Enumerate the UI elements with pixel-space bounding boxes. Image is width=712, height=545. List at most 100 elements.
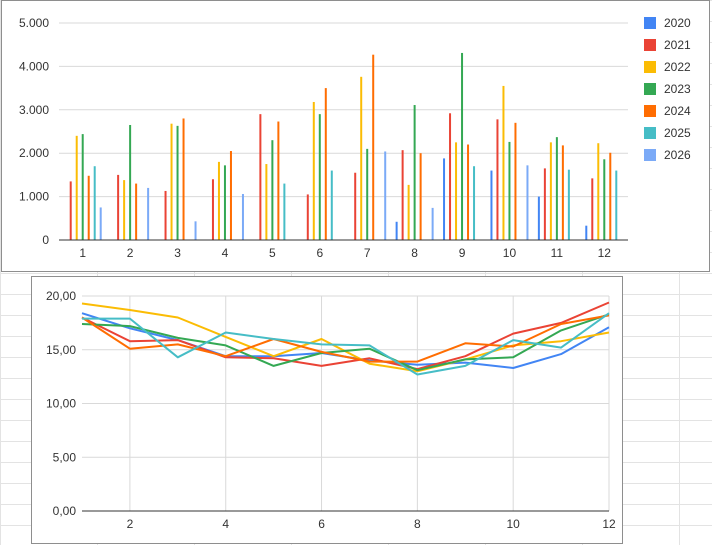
y-tick-label: 20,00 bbox=[46, 289, 76, 303]
bar bbox=[431, 207, 434, 240]
bar bbox=[591, 178, 594, 240]
bar bbox=[537, 196, 540, 240]
x-tick-label: 5 bbox=[269, 246, 276, 260]
bar bbox=[229, 151, 232, 240]
bar bbox=[194, 221, 197, 240]
bar bbox=[318, 114, 321, 240]
x-tick-label: 1 bbox=[79, 246, 86, 260]
bar-chart-panel: 0 1.000 2.000 3.000 4.000 5.000 1 2 3 4 5 6 7 8 9 10 11 1… bbox=[1, 0, 710, 272]
bar bbox=[164, 190, 167, 240]
y-tick-label: 5,00 bbox=[53, 450, 77, 464]
bar bbox=[176, 125, 179, 240]
series-line bbox=[81, 314, 610, 363]
legend-label: 2023 bbox=[664, 82, 691, 96]
x-tick-label: 10 bbox=[503, 246, 517, 260]
x-tick-label: 6 bbox=[318, 517, 325, 531]
x-tick-label: 2 bbox=[127, 517, 134, 531]
y-tick-label: 3.000 bbox=[19, 103, 49, 117]
bar bbox=[211, 179, 214, 240]
bar bbox=[123, 180, 126, 240]
bar bbox=[265, 164, 268, 240]
x-tick-label: 4 bbox=[222, 517, 229, 531]
legend-swatch bbox=[644, 17, 656, 29]
y-tick-label: 0,00 bbox=[53, 504, 77, 518]
legend-swatch bbox=[644, 83, 656, 95]
bar bbox=[615, 170, 618, 240]
bar bbox=[87, 175, 90, 240]
bar bbox=[93, 166, 96, 240]
x-tick-label: 7 bbox=[364, 246, 371, 260]
bar bbox=[549, 142, 552, 240]
bar bbox=[401, 150, 404, 240]
legend-swatch bbox=[644, 39, 656, 51]
y-tick-label: 4.000 bbox=[19, 59, 49, 73]
bar bbox=[490, 170, 493, 240]
bar bbox=[324, 88, 327, 240]
bar bbox=[561, 145, 564, 240]
y-tick-label: 15,00 bbox=[46, 343, 76, 357]
bar bbox=[609, 152, 612, 240]
bar bbox=[277, 121, 280, 240]
bar bbox=[603, 159, 606, 240]
bar bbox=[514, 122, 517, 240]
y-tick-label: 1.000 bbox=[19, 190, 49, 204]
bar bbox=[467, 144, 470, 240]
y-tick-label: 10,00 bbox=[46, 397, 76, 411]
legend-swatch bbox=[644, 105, 656, 117]
legend-label: 2021 bbox=[664, 38, 691, 52]
legend-label: 2020 bbox=[664, 16, 691, 30]
bar bbox=[306, 194, 309, 240]
bar bbox=[443, 158, 446, 240]
bar bbox=[395, 221, 398, 240]
bar bbox=[597, 143, 600, 240]
series-line bbox=[82, 312, 610, 376]
bar bbox=[81, 134, 84, 240]
bar bbox=[354, 172, 357, 240]
legend-label: 2022 bbox=[664, 60, 691, 74]
bar bbox=[413, 105, 416, 240]
x-tick-label: 3 bbox=[174, 246, 181, 260]
bar bbox=[461, 52, 464, 240]
bar bbox=[455, 142, 458, 240]
bar bbox=[117, 174, 120, 240]
bar bbox=[135, 183, 138, 240]
bar bbox=[502, 85, 505, 241]
bar bbox=[312, 101, 315, 240]
bar bbox=[147, 187, 150, 240]
legend-swatch bbox=[644, 149, 656, 161]
legend-label: 2024 bbox=[664, 104, 691, 118]
line-chart-panel: 0,00 5,00 10,00 15,00 20,00 2 4 6 8 10 12 bbox=[31, 276, 623, 544]
bar bbox=[407, 184, 410, 240]
bar bbox=[223, 165, 226, 240]
y-tick-label: 5.000 bbox=[19, 16, 49, 30]
bar bbox=[129, 124, 132, 240]
series-line bbox=[81, 301, 610, 371]
y-tick-label: 0 bbox=[42, 233, 49, 247]
bar bbox=[75, 135, 78, 240]
bar bbox=[283, 183, 286, 240]
y-tick-label: 2.000 bbox=[19, 146, 49, 160]
bar bbox=[508, 141, 511, 240]
bar bbox=[449, 113, 452, 240]
bar bbox=[496, 119, 499, 240]
x-tick-label: 12 bbox=[598, 246, 612, 260]
bar bbox=[555, 137, 558, 240]
x-tick-label: 2 bbox=[127, 246, 134, 260]
bar bbox=[384, 151, 387, 240]
bar bbox=[99, 207, 102, 240]
bar bbox=[217, 161, 220, 240]
x-tick-label: 10 bbox=[507, 517, 521, 531]
legend-swatch bbox=[644, 61, 656, 73]
legend-label: 2026 bbox=[664, 148, 691, 162]
bar bbox=[543, 168, 546, 240]
bar bbox=[271, 140, 274, 240]
bar bbox=[567, 169, 570, 240]
legend-label: 2025 bbox=[664, 126, 691, 140]
x-tick-label: 4 bbox=[222, 246, 229, 260]
bar bbox=[419, 153, 422, 240]
x-tick-label: 11 bbox=[551, 246, 564, 260]
bar bbox=[585, 225, 588, 240]
legend-swatch bbox=[644, 127, 656, 139]
bar bbox=[366, 148, 369, 240]
bar bbox=[473, 166, 476, 240]
